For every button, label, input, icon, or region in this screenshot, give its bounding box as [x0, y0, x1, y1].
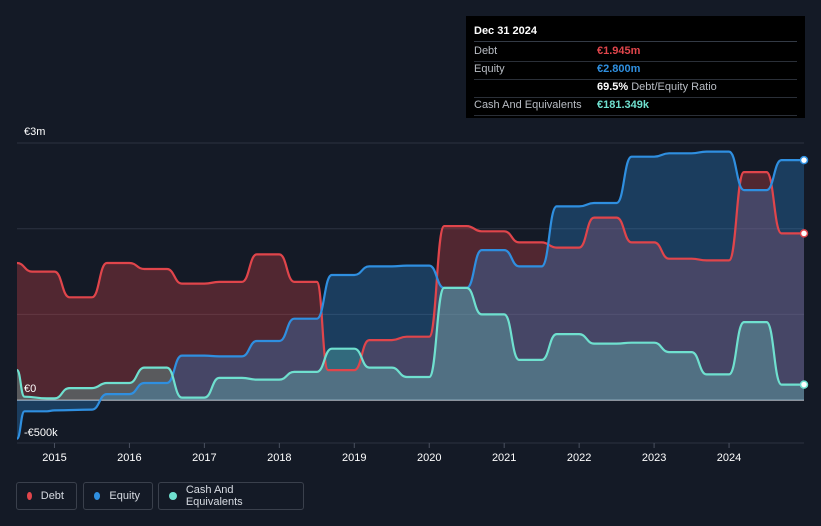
x-tick-label: 2015 — [42, 452, 66, 464]
legend-cash-dot — [169, 492, 177, 500]
tooltip-row-debt: Debt €1.945m — [474, 44, 797, 62]
x-tick-label: 2018 — [267, 452, 291, 464]
legend-cash[interactable]: Cash And Equivalents — [158, 482, 304, 510]
tooltip-cash-label: Cash And Equivalents — [474, 99, 582, 111]
legend-debt[interactable]: Debt — [16, 482, 77, 510]
cash-and-equivalents-line — [15, 286, 804, 400]
tooltip-equity-value: €2.800m — [597, 63, 641, 75]
series-end-markers — [799, 155, 809, 389]
legend-cash-label: Cash And Equivalents — [185, 484, 243, 508]
legend-equity-dot — [94, 492, 101, 500]
series-lines — [15, 150, 804, 440]
y-tick-label: €0 — [24, 383, 36, 395]
cash-and-equivalents-area — [17, 287, 804, 401]
tooltip-debt-label: Debt — [474, 45, 498, 57]
x-tick-label: 2016 — [117, 452, 141, 464]
tooltip-equity-label: Equity — [474, 63, 505, 75]
equity-end-marker — [799, 155, 809, 165]
cash-and-equivalents-end-marker — [799, 380, 809, 389]
y-axis-ticks: €3m €0 -€500k — [24, 126, 58, 439]
legend-debt-label: Debt — [40, 490, 64, 502]
x-tick-label: 2021 — [492, 452, 516, 464]
tooltip-date: Dec 31 2024 — [474, 24, 797, 42]
debt-line — [16, 170, 804, 372]
x-tick-label: 2020 — [417, 452, 441, 464]
legend-equity-label: Equity — [109, 490, 140, 502]
equity-line — [15, 150, 804, 440]
tooltip-ratio-value: 69.5% — [597, 81, 629, 93]
tooltip-row-ratio: 69.5% Debt/Equity Ratio — [474, 80, 797, 98]
tooltip-cash-value: €181.349k — [597, 99, 649, 111]
y-tick-label: €3m — [24, 126, 45, 138]
tooltip-row-cash: Cash And Equivalents €181.349k — [474, 98, 797, 116]
tooltip-ratio-suffix: Debt/Equity Ratio — [631, 81, 717, 93]
x-tick-label: 2022 — [567, 452, 591, 464]
x-tick-label: 2023 — [642, 452, 666, 464]
legend-equity[interactable]: Equity — [83, 482, 153, 510]
tooltip-panel: Dec 31 2024 Debt €1.945m Equity €2.800m … — [466, 16, 805, 118]
x-tick-label: 2019 — [342, 452, 366, 464]
debt-end-marker — [799, 229, 809, 238]
tooltip-row-equity: Equity €2.800m — [474, 62, 797, 80]
series-areas — [17, 151, 804, 439]
legend-debt-dot — [27, 492, 32, 500]
equity-area — [17, 151, 804, 439]
x-axis-ticks: 2015 2016 2017 2018 2019 2020 2021 2022 2023 2024 — [42, 443, 741, 464]
x-tick-label: 2024 — [717, 452, 741, 464]
grid-lines — [17, 142, 804, 444]
tooltip-debt-value: €1.945m — [597, 45, 641, 57]
y-tick-label: -€500k — [24, 427, 58, 439]
x-tick-label: 2017 — [192, 452, 216, 464]
tooltip-ratio-label — [474, 80, 597, 97]
